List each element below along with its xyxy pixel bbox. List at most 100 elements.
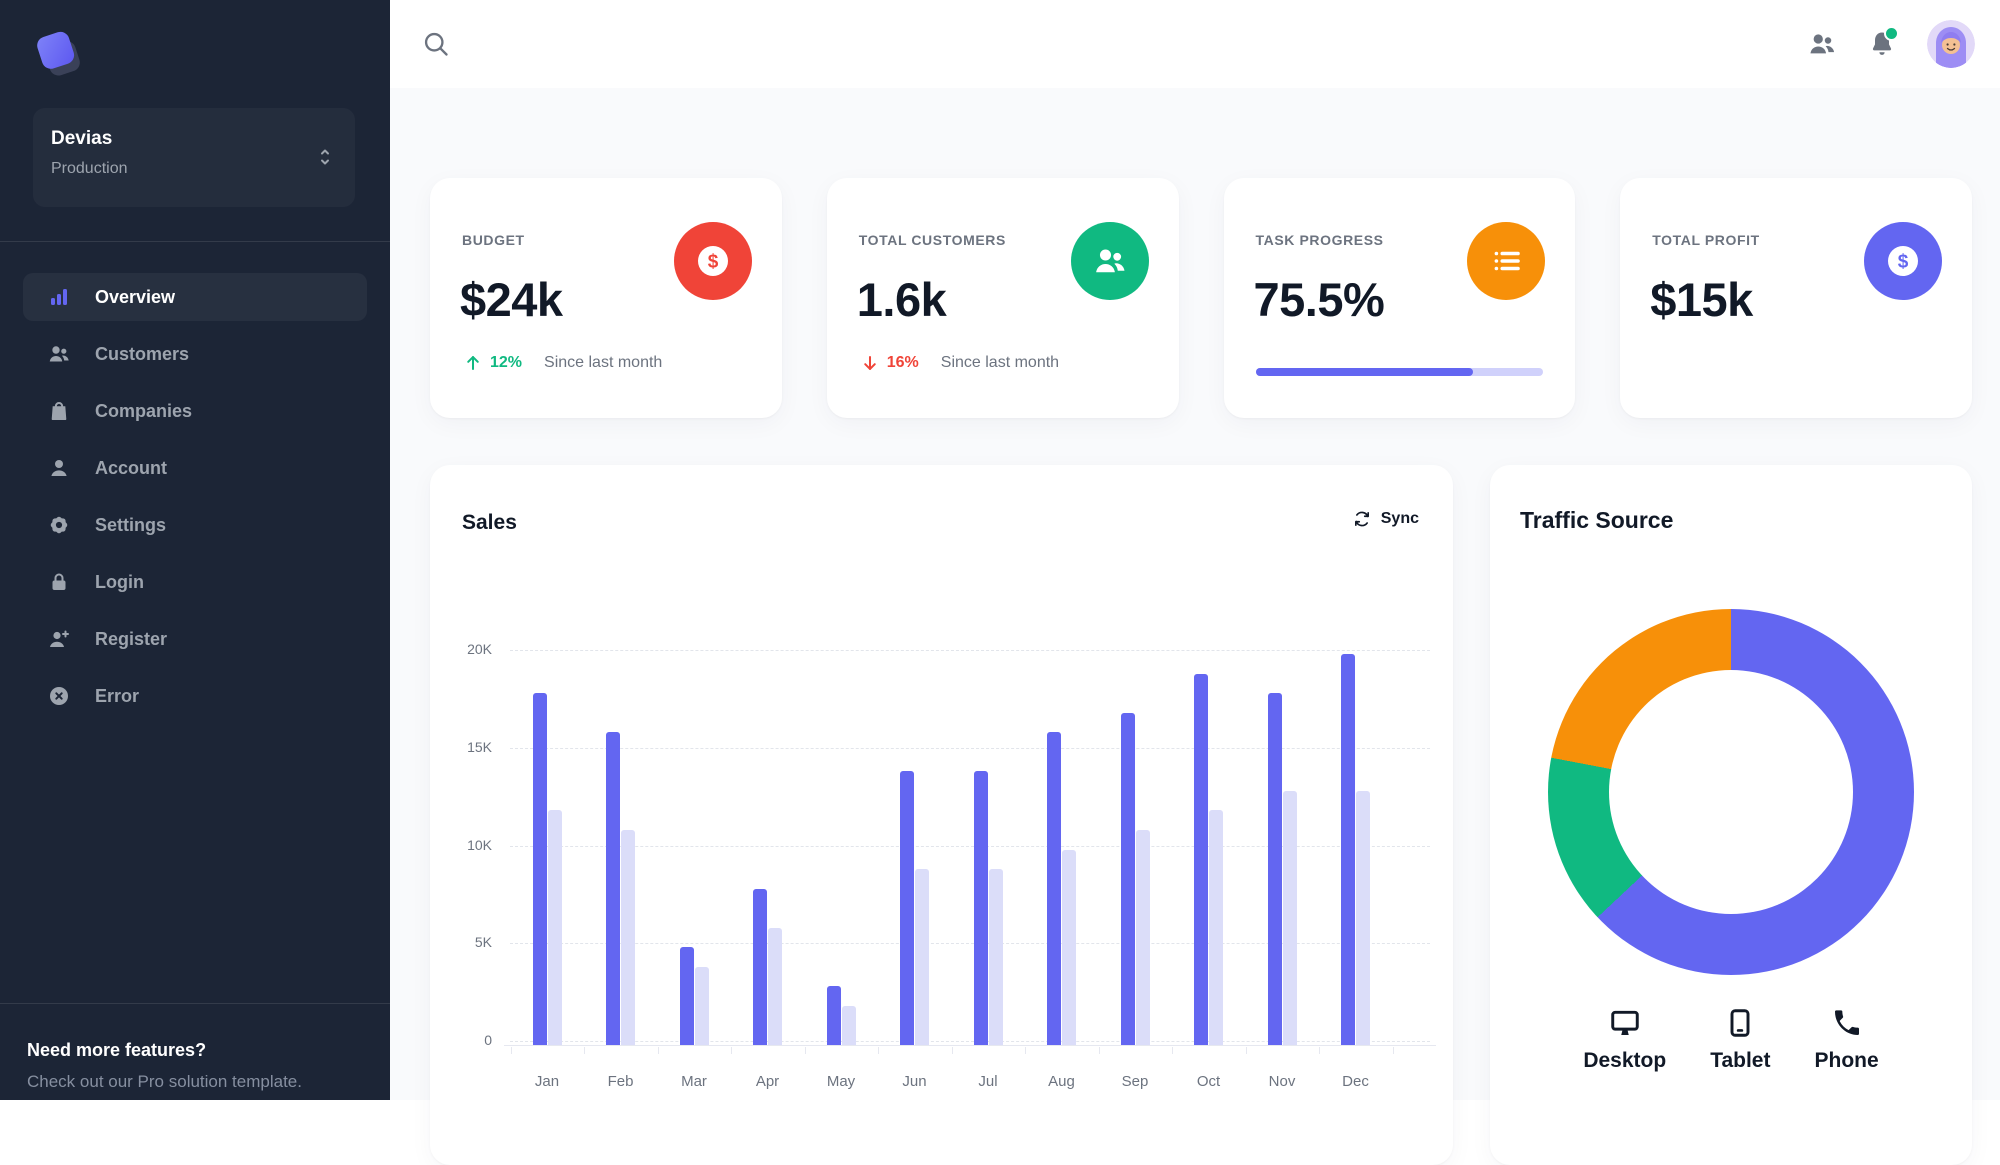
stat-value: $24k	[460, 273, 563, 326]
sidebar-item-label: Login	[95, 571, 144, 592]
bar-feb-last-year	[621, 829, 635, 1045]
bar-dec-last-year	[1356, 790, 1370, 1045]
bar-apr-last-year	[768, 927, 782, 1045]
bar-jun-this-year	[900, 771, 914, 1045]
bar-feb-this-year	[606, 732, 620, 1045]
workspace-selector[interactable]: Devias Production	[33, 108, 355, 207]
stat-value: $15k	[1650, 273, 1753, 326]
x-axis-tick	[804, 1047, 806, 1054]
sidebar-item-register[interactable]: Register	[23, 615, 367, 663]
workspace-subtitle: Production	[51, 160, 128, 177]
svg-text:$: $	[1898, 252, 1909, 273]
task-progress-bar	[1255, 368, 1544, 376]
bar-sep-this-year	[1120, 712, 1135, 1045]
dollar-icon: $	[1864, 222, 1942, 300]
bar-dec-this-year	[1341, 654, 1355, 1045]
shopping-bag-icon	[47, 399, 71, 423]
notification-badge	[1884, 26, 1899, 41]
bar-mar-this-year	[679, 947, 694, 1045]
search-icon[interactable]	[422, 30, 450, 58]
sidebar-footer-divider	[0, 1003, 390, 1004]
bar-apr-this-year	[753, 888, 767, 1045]
svg-text:$: $	[707, 252, 718, 273]
avatar[interactable]	[1927, 20, 1975, 68]
sidebar-item-error[interactable]: Error	[23, 672, 367, 720]
stat-card-budget: BUDGET $24k $12% Since last month	[430, 178, 782, 418]
x-axis-tick	[510, 1047, 512, 1054]
bar-oct-this-year	[1194, 673, 1208, 1045]
notifications-bell-icon[interactable]	[1867, 26, 1899, 59]
x-axis-tick-label: May	[826, 1073, 856, 1090]
stat-label: TOTAL CUSTOMERS	[858, 232, 1006, 248]
x-axis-tick	[1172, 1047, 1173, 1054]
stat-trend: 12% Since last month	[462, 352, 662, 374]
unfold-icon	[313, 145, 337, 169]
bar-aug-last-year	[1062, 849, 1076, 1045]
sidebar-item-customers[interactable]: Customers	[23, 330, 367, 378]
bar-nov-this-year	[1267, 693, 1282, 1045]
x-axis-tick-label: Jul	[978, 1073, 998, 1090]
bar-aug-this-year	[1047, 732, 1061, 1045]
x-circle-icon	[47, 684, 71, 708]
devias-logo-icon	[34, 30, 84, 80]
contacts-users-icon[interactable]	[1807, 29, 1837, 59]
sidebar-item-label: Customers	[95, 343, 190, 364]
sidebar-nav: Overview Customers Companies Account Setting…	[23, 273, 367, 729]
x-axis-tick-label: Apr	[755, 1073, 780, 1090]
sidebar-item-login[interactable]: Login	[23, 558, 367, 606]
x-axis-tick	[1245, 1047, 1247, 1054]
x-axis-tick-label: Nov	[1268, 1073, 1296, 1090]
stat-label: BUDGET	[462, 232, 525, 248]
gridline	[510, 1041, 1430, 1042]
users-icon	[1070, 222, 1149, 300]
main-content: BUDGET $24k $12% Since last month TOTAL CUST…	[390, 88, 2000, 1165]
task-progress-fill	[1255, 368, 1473, 376]
stat-label: TASK PROGRESS	[1255, 232, 1384, 248]
stat-card-total-profit: TOTAL PROFIT $15k $	[1620, 178, 1972, 418]
traffic-donut-chart	[1548, 609, 1914, 975]
trend-caption: Since last month	[940, 354, 1060, 371]
gridline	[510, 943, 1430, 945]
sales-panel: Sales Sync 20K 15K 10K 5K 0 Jan Feb Mar Apr May Ju…	[430, 465, 1453, 1165]
sidebar: Devias Production Overview Customers Compa…	[0, 0, 390, 1100]
stat-trend: 16% Since last month	[859, 352, 1059, 374]
topbar-actions	[1807, 0, 1975, 88]
user-icon	[47, 456, 71, 480]
bar-sep-last-year	[1135, 829, 1150, 1045]
list-icon	[1467, 222, 1546, 300]
x-axis-tick	[657, 1047, 659, 1054]
trend-value: 12%	[490, 354, 523, 371]
sidebar-item-label: Overview	[95, 286, 176, 307]
bar-jun-last-year	[915, 869, 929, 1045]
gear-icon	[47, 513, 71, 537]
x-axis-tick-label: Feb	[607, 1073, 634, 1090]
bar-jan-this-year	[532, 693, 547, 1045]
tablet-icon	[1724, 1007, 1756, 1039]
sidebar-item-overview[interactable]: Overview	[23, 273, 367, 321]
x-axis-tick	[731, 1047, 732, 1054]
device-item-tablet: Tablet	[1710, 1007, 1770, 1073]
stat-card-task-progress: TASK PROGRESS 75.5%	[1223, 178, 1576, 418]
sidebar-item-account[interactable]: Account	[23, 444, 367, 492]
x-axis-tick	[1319, 1047, 1320, 1054]
sidebar-item-settings[interactable]: Settings	[23, 501, 367, 549]
stat-value: 1.6k	[856, 273, 947, 326]
x-axis-tick	[951, 1047, 953, 1054]
stats-row: BUDGET $24k $12% Since last month TOTAL CUST…	[430, 178, 1972, 418]
bar-jul-this-year	[973, 771, 988, 1045]
sidebar-item-label: Register	[95, 628, 168, 649]
traffic-source-panel: Traffic Source Desktop Tablet Phone	[1490, 465, 1972, 1165]
bar-may-last-year	[841, 1005, 856, 1045]
sidebar-footer-title: Need more features?	[27, 1040, 207, 1060]
sync-button[interactable]: Sync	[1352, 509, 1419, 529]
x-axis-line	[504, 1045, 1436, 1046]
sidebar-item-companies[interactable]: Companies	[23, 387, 367, 435]
bar-jul-last-year	[988, 869, 1003, 1045]
bar-jan-last-year	[547, 810, 562, 1045]
sales-bar-chart: 20K 15K 10K 5K 0 Jan Feb Mar Apr May Jun Jul Aug Sep O…	[430, 465, 1453, 1165]
x-axis-tick-label: Mar	[681, 1073, 707, 1090]
device-label: Desktop	[1583, 1049, 1667, 1072]
sidebar-footer-subtitle: Check out our Pro solution template.	[27, 1072, 302, 1091]
x-axis-tick	[1025, 1047, 1026, 1054]
bar-oct-last-year	[1209, 810, 1223, 1045]
